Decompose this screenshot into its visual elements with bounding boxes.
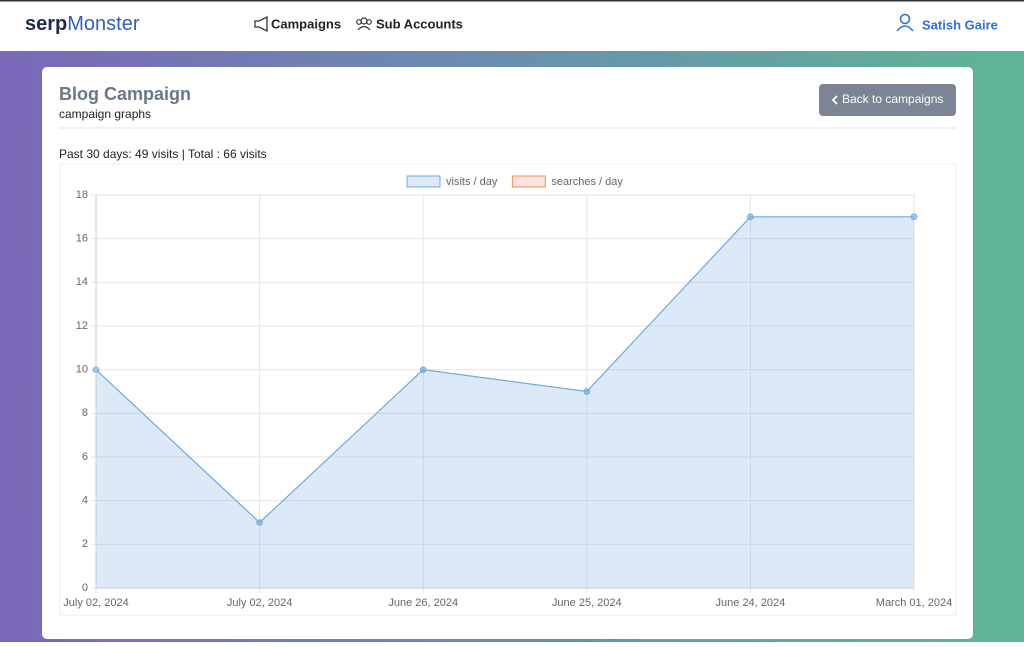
nav-item[interactable]: Sub Accounts xyxy=(376,16,463,31)
line xyxy=(95,216,914,524)
x-tick-label: June 25, 2024 xyxy=(552,597,622,609)
area xyxy=(96,216,914,589)
y-tick-label: 6 xyxy=(82,451,88,463)
legend-label: visits / day xyxy=(446,176,498,188)
logo[interactable]: serpMonster xyxy=(25,13,140,35)
x-tick-label: March 01, 2024 xyxy=(876,597,952,609)
accounts-icon xyxy=(356,17,372,31)
back-button-label: Back to campaigns xyxy=(842,92,943,106)
x-tick-label: July 02, 2024 xyxy=(63,597,128,609)
y-tick-label: 12 xyxy=(76,320,88,332)
y-tick-label: 16 xyxy=(76,233,88,245)
point xyxy=(910,213,918,221)
logo-part: serp xyxy=(25,13,67,35)
y-tick-label: 10 xyxy=(76,364,88,376)
y-tick-label: 4 xyxy=(82,495,88,507)
stats: Past 30 days: 49 visits | Total : 66 vis… xyxy=(59,147,267,161)
x-tick-label: June 24, 2024 xyxy=(716,597,786,609)
page-subtitle: campaign graphs xyxy=(59,107,151,121)
y-tick-label: 8 xyxy=(82,407,88,419)
back-button[interactable] xyxy=(819,84,956,116)
logo-part: Monster xyxy=(67,13,140,35)
x-tick-label: July 02, 2024 xyxy=(227,597,292,609)
x-tick-label: June 26, 2024 xyxy=(388,597,458,609)
user-name[interactable]: Satish Gaire xyxy=(922,17,998,32)
page-title: Blog Campaign xyxy=(59,84,191,104)
point xyxy=(256,519,263,526)
legend-swatch xyxy=(511,175,546,188)
y-tick-label: 18 xyxy=(76,189,88,201)
campaigns-icon xyxy=(254,15,268,33)
y-tick-label: 2 xyxy=(82,538,88,550)
top-border xyxy=(0,0,1024,2)
nav-item[interactable]: Campaigns xyxy=(271,16,341,31)
point xyxy=(583,388,591,395)
point xyxy=(747,213,754,221)
y-tick-label: 0 xyxy=(82,582,88,594)
navbar xyxy=(0,0,1024,51)
point xyxy=(419,366,427,373)
legend-swatch xyxy=(406,175,441,188)
legend-label: searches / day xyxy=(551,176,623,188)
y-tick-label: 14 xyxy=(76,276,88,288)
chevron-icon xyxy=(831,95,838,105)
user-icon xyxy=(896,13,914,32)
